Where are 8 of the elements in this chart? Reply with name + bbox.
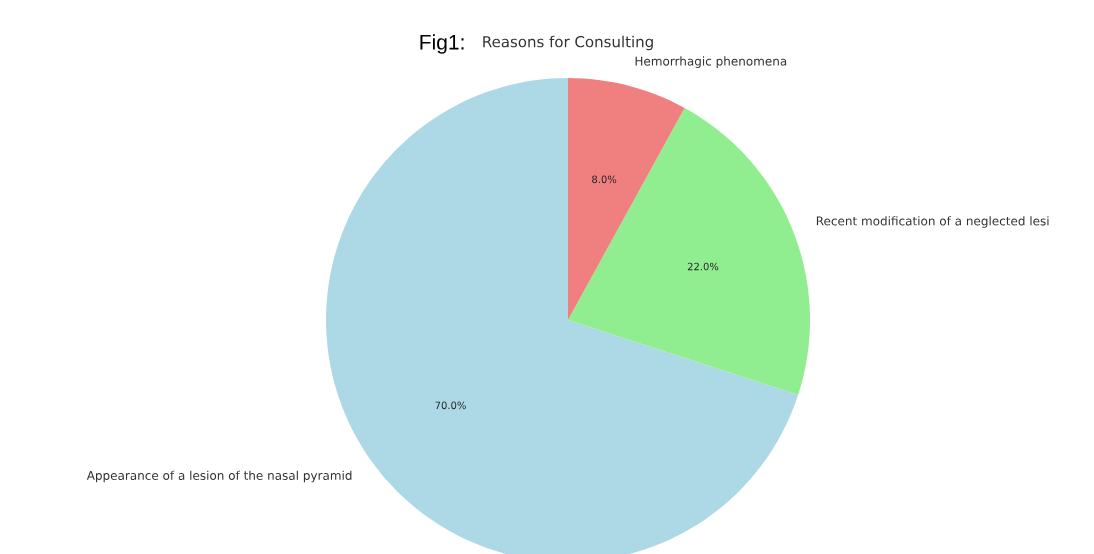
chart-title: Reasons for Consulting xyxy=(483,35,653,51)
data-label: 70.0% xyxy=(435,401,466,410)
slice-label: Recent modification of a neglected lesi xyxy=(816,216,1049,228)
slice-label: Appearance of a lesion of the nasal pyramid xyxy=(86,470,352,483)
caption: Fig1: xyxy=(420,34,464,54)
data-label: 8.0% xyxy=(592,175,617,184)
slice-label: Hemorrhagic phenomena xyxy=(635,56,787,68)
data-label: 22.0% xyxy=(687,262,719,271)
